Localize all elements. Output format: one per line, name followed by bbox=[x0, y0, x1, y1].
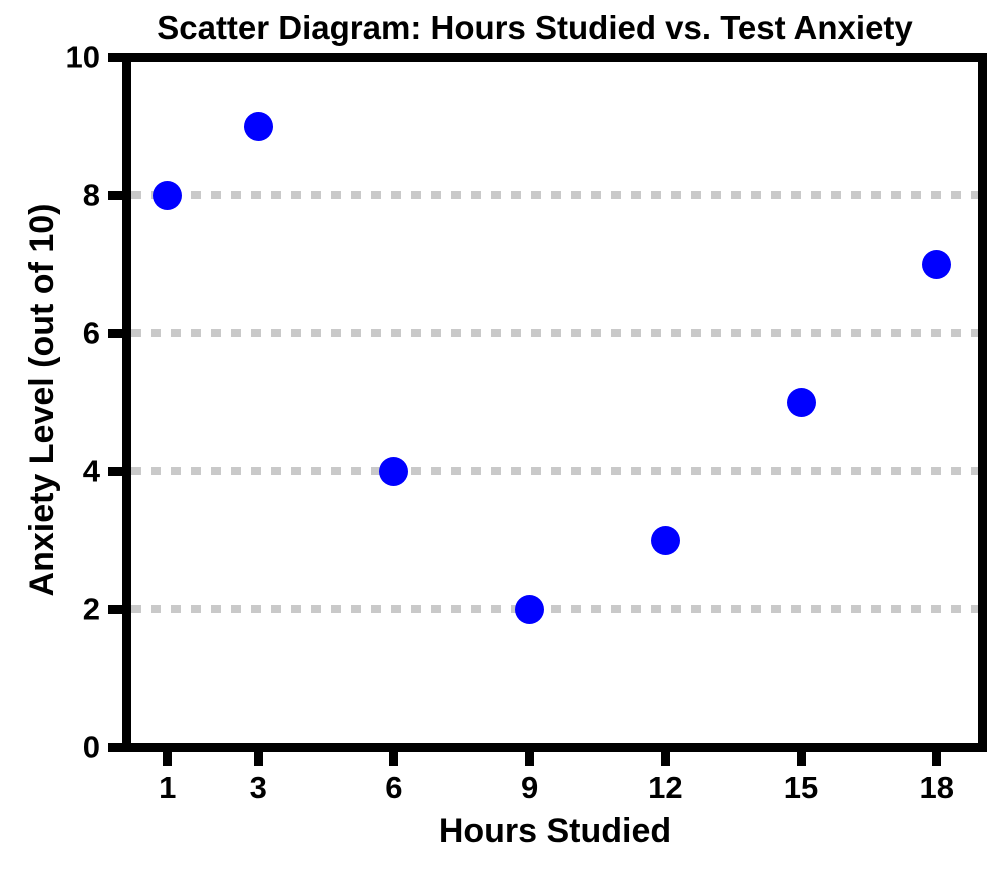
gridline-y-6 bbox=[131, 329, 978, 337]
y-tick bbox=[108, 328, 122, 338]
x-tick bbox=[525, 752, 535, 766]
y-tick bbox=[108, 466, 122, 476]
gridline-y-4 bbox=[131, 467, 978, 475]
chart-title: Scatter Diagram: Hours Studied vs. Test … bbox=[157, 9, 913, 46]
y-tick-label: 10 bbox=[65, 39, 100, 75]
y-tick bbox=[108, 190, 122, 200]
y-tick-label: 0 bbox=[82, 729, 100, 765]
x-tick-label: 18 bbox=[919, 770, 954, 805]
y-tick bbox=[108, 52, 122, 62]
y-tick-label: 2 bbox=[82, 591, 100, 627]
x-tick-label: 3 bbox=[249, 770, 267, 805]
y-tick-label: 8 bbox=[82, 177, 100, 213]
x-tick bbox=[932, 752, 942, 766]
data-point-18-7 bbox=[922, 249, 952, 279]
y-tick bbox=[108, 604, 122, 614]
y-tick bbox=[108, 742, 122, 752]
y-axis-title: Anxiety Level (out of 10) bbox=[23, 203, 61, 597]
data-point-3-9 bbox=[243, 111, 273, 141]
x-tick bbox=[163, 752, 173, 766]
x-tick bbox=[389, 752, 399, 766]
x-tick-label: 12 bbox=[648, 770, 683, 805]
data-point-9-2 bbox=[515, 594, 545, 624]
gridline-y-8 bbox=[131, 191, 978, 199]
data-point-1-8 bbox=[153, 180, 183, 210]
x-tick bbox=[253, 752, 263, 766]
x-tick-label: 15 bbox=[783, 770, 819, 805]
x-tick-label: 1 bbox=[159, 770, 177, 805]
x-tick-label: 6 bbox=[385, 770, 403, 805]
data-point-12-3 bbox=[650, 525, 680, 555]
y-tick-label: 6 bbox=[82, 315, 100, 351]
plot-area-frame bbox=[122, 53, 987, 752]
gridline-y-2 bbox=[131, 605, 978, 613]
x-tick bbox=[796, 752, 806, 766]
x-tick bbox=[660, 752, 670, 766]
data-point-6-4 bbox=[379, 456, 409, 486]
y-tick-label: 4 bbox=[82, 453, 100, 489]
x-tick-label: 9 bbox=[520, 770, 539, 805]
data-point-15-5 bbox=[786, 387, 816, 417]
x-axis-title: Hours Studied bbox=[438, 812, 672, 850]
